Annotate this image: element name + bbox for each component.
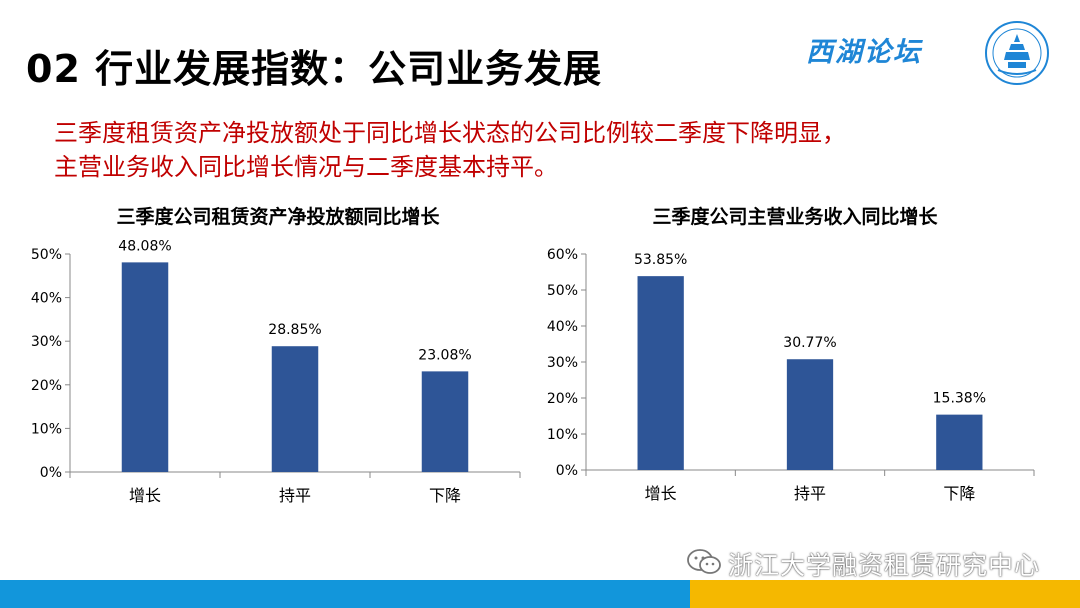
y-tick-label: 20% [547, 391, 578, 407]
category-label: 增长 [645, 484, 677, 503]
y-tick-label: 60% [547, 247, 578, 263]
chart-title: 三季度公司主营业务收入同比增长 [652, 205, 938, 228]
y-tick-label: 20% [31, 378, 62, 394]
data-label: 48.08% [118, 238, 171, 254]
data-label: 30.77% [783, 335, 836, 351]
y-tick-label: 0% [556, 463, 578, 479]
wechat-icon [687, 549, 721, 574]
chart-lease-net-investment-svg: 三季度公司租赁资产净投放额同比增长 0% 10% 20% 30% 40% 50% 48.08%… [31, 205, 521, 505]
y-tick-label: 30% [31, 334, 62, 350]
bar-2 [786, 359, 834, 470]
bar-3 [936, 414, 983, 470]
category-label: 持平 [794, 484, 826, 503]
data-label: 15.38% [933, 391, 986, 407]
category-label: 增长 [129, 486, 161, 505]
data-label: 53.85% [634, 252, 687, 268]
watermark-text: 浙江大学融资租赁研究中心 [728, 551, 1041, 580]
chart-main-revenue-svg: 三季度公司主营业务收入同比增长 0% 10% 20% 30% 40% 50% 60% 53.85… [547, 205, 1035, 503]
data-label: 28.85% [268, 322, 321, 338]
category-label: 下降 [943, 484, 975, 503]
y-tick-label: 40% [547, 319, 578, 335]
y-tick-label: 40% [31, 291, 62, 307]
y-tick-label: 10% [547, 427, 578, 443]
summary-line-2: 主营业务收入同比增长情况与二季度基本持平。 [54, 153, 558, 181]
brand-logo-text: 西湖论坛 [806, 37, 922, 68]
bar-1 [637, 276, 684, 470]
page-title: 02 行业发展指数：公司业务发展 [26, 47, 603, 91]
footer-bar-blue [0, 580, 690, 608]
footer-bar-yellow [690, 580, 1080, 608]
y-tick-label: 0% [40, 465, 62, 481]
y-tick-label: 30% [547, 355, 578, 371]
summary-text: 三季度租赁资产净投放额处于同比增长状态的公司比例较二季度下降明显， 主营业务收入… [54, 116, 846, 184]
bar-2 [271, 346, 319, 472]
bar-3 [421, 371, 469, 472]
chart-main-revenue: 三季度公司主营业务收入同比增长 0% 10% 20% 30% 40% 50% 60% 53.85… [540, 198, 1060, 518]
chart-lease-net-investment: 三季度公司租赁资产净投放额同比增长 0% 10% 20% 30% 40% 50% 48.08%… [20, 198, 540, 518]
category-label: 下降 [429, 486, 461, 505]
y-tick-label: 50% [31, 247, 62, 263]
y-tick-label: 10% [31, 421, 62, 437]
chart-title: 三季度公司租赁资产净投放额同比增长 [116, 205, 440, 228]
y-tick-label: 50% [547, 283, 578, 299]
data-label: 23.08% [418, 347, 471, 363]
summary-line-1: 三季度租赁资产净投放额处于同比增长状态的公司比例较二季度下降明显， [54, 119, 846, 147]
forum-emblem-icon [985, 21, 1049, 85]
bar-1 [121, 262, 169, 472]
category-label: 持平 [279, 486, 311, 505]
